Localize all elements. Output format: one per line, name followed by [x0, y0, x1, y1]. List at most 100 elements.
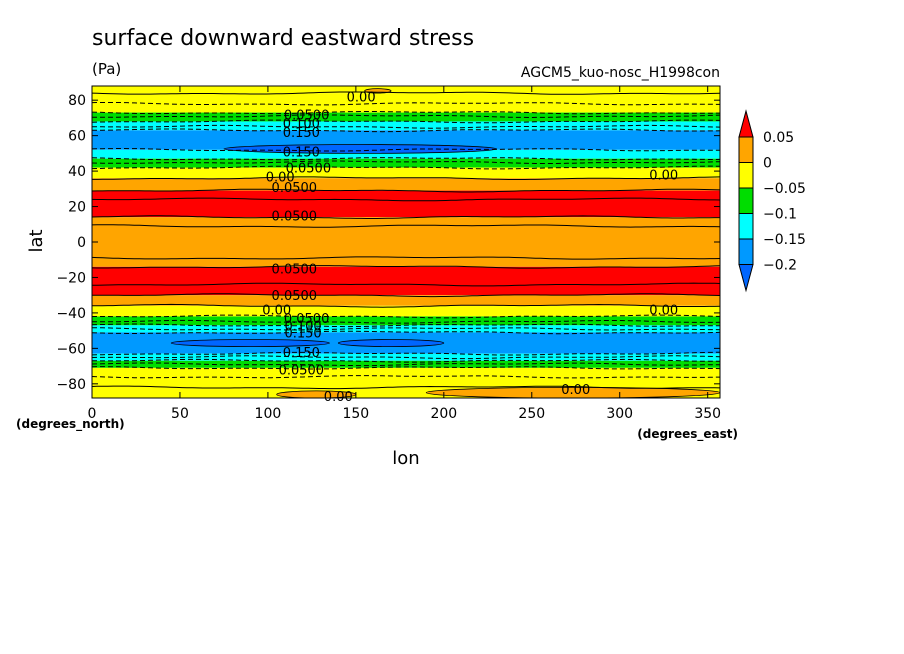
contour-solid-10 — [92, 303, 721, 308]
contour-dashed-3 — [91, 119, 721, 124]
colorbar-segment-0 — [738, 136, 754, 163]
band-3 — [92, 121, 720, 131]
band-15 — [92, 325, 720, 333]
contour-solid-11 — [91, 385, 721, 390]
contour-solid-2 — [91, 188, 721, 193]
contour-dashed-11 — [92, 319, 721, 324]
colorbar: 0.05 0 −0.05 −0.1 −0.15 −0.2 — [738, 109, 806, 293]
contour-dashed-5 — [92, 128, 721, 133]
contour-solid-8 — [91, 282, 721, 287]
band-2 — [92, 112, 720, 122]
x-tick-label-2: 100 — [255, 406, 282, 422]
x-tick-label-3: 150 — [342, 406, 369, 422]
contour-label-7: 0.0500 — [272, 181, 318, 196]
contour-label-9: 0.00 — [649, 169, 678, 184]
contour-solid-7 — [91, 265, 721, 269]
colorbar-label-3: −0.1 — [763, 207, 797, 223]
y-tick-label-5: −20 — [56, 270, 86, 286]
band-0 — [92, 86, 720, 94]
contour-dashed-15 — [91, 351, 720, 356]
contour-label-14: 0.100 — [284, 319, 321, 334]
x-tick-label-7: 350 — [694, 406, 721, 422]
y-tick-label-8: −80 — [56, 377, 86, 393]
contour-dashed-10 — [92, 314, 721, 319]
y-tick-label-0: 80 — [68, 93, 86, 109]
contour-label-13: 0.0500 — [284, 312, 330, 327]
contour-label-17: 0.0500 — [279, 364, 325, 379]
colorbar-label-1: 0 — [763, 156, 772, 172]
contour-label-12: 0.00 — [262, 303, 291, 318]
band-7 — [92, 167, 720, 179]
contour-dashed-9 — [91, 165, 720, 170]
colorbar-label-2: −0.05 — [763, 181, 806, 197]
patch-4 — [170, 339, 330, 347]
contour-label-8: 0.0500 — [272, 209, 318, 224]
contour-dashed-19 — [91, 366, 721, 370]
colorbar-top-arrow — [738, 109, 754, 138]
contour-solid-5 — [91, 224, 721, 228]
contour-dashed-12 — [91, 323, 720, 328]
contour-labels: 0.000.05000.1000.1500.1500.05000.000.050… — [262, 91, 678, 406]
contour-label-3: 0.150 — [283, 126, 320, 141]
contour-label-10: 0.0500 — [272, 263, 318, 278]
colorbar-segment-3 — [738, 213, 754, 240]
chart-title: surface downward eastward stress — [92, 26, 474, 51]
contour-dashed-1 — [91, 111, 721, 115]
patch-5 — [337, 339, 445, 347]
x-tick-label-1: 50 — [171, 406, 189, 422]
contour-dashed-0 — [91, 102, 721, 106]
band-12 — [92, 295, 720, 306]
contour-solid-6 — [91, 256, 721, 260]
contour-label-19: 0.00 — [561, 383, 590, 398]
band-11 — [92, 266, 720, 296]
contour-lines — [91, 91, 721, 390]
plot-area — [92, 86, 721, 399]
contour-dashed-18 — [91, 362, 720, 367]
colorbar-segment-1 — [738, 162, 754, 189]
contour-label-2: 0.100 — [283, 117, 320, 132]
contour-label-11: 0.0500 — [272, 289, 318, 304]
colorbar-label-5: −0.2 — [763, 258, 797, 274]
contour-label-16: 0.150 — [283, 346, 320, 361]
contour-dashed-16 — [91, 355, 721, 360]
y-tick-label-2: 40 — [68, 164, 86, 180]
x-units-label: (degrees_east) — [637, 427, 738, 442]
y-tick-label-6: −40 — [56, 306, 86, 322]
contour-dashed-17 — [92, 358, 720, 363]
y-tick-label-1: 60 — [68, 129, 86, 145]
contour-label-1: 0.0500 — [284, 108, 330, 123]
contour-dashed-14 — [91, 330, 721, 335]
x-tick-label-0: 0 — [88, 406, 97, 422]
contour-solid-4 — [91, 215, 720, 219]
contour-dashed-7 — [91, 157, 721, 161]
band-6 — [92, 158, 720, 168]
contour-solid-9 — [92, 293, 721, 298]
band-4 — [92, 130, 720, 150]
contour-dashed-4 — [92, 124, 721, 129]
band-9 — [92, 190, 720, 218]
contour-dashed-8 — [91, 160, 721, 164]
y-tick-label-7: −60 — [56, 341, 86, 357]
units-label: (Pa) — [92, 60, 121, 78]
y-units-label: (degrees_north) — [16, 417, 125, 432]
band-14 — [92, 316, 720, 326]
band-13 — [92, 305, 720, 317]
contour-label-5: 0.0500 — [286, 162, 332, 177]
band-8 — [92, 178, 720, 191]
contour-label-18: 0.00 — [649, 303, 678, 318]
x-axis: 0 50 100 150 200 250 300 350 — [88, 86, 721, 422]
colorbar-segment-4 — [738, 238, 754, 265]
x-axis-label: lon — [392, 448, 419, 469]
band-5 — [92, 149, 720, 159]
run-label: AGCM5_kuo-nosc_H1998con — [521, 65, 720, 81]
contour-solid-3 — [91, 197, 721, 202]
y-axis: 80 60 40 20 0 −20 −40 −60 −80 — [56, 93, 720, 393]
x-tick-label-5: 250 — [518, 406, 545, 422]
contour-label-4: 0.150 — [283, 146, 320, 161]
y-tick-label-4: 0 — [77, 235, 86, 251]
band-10 — [92, 217, 720, 267]
colorbar-segment-2 — [738, 187, 754, 214]
contour-solid-0 — [91, 91, 721, 95]
colorbar-label-4: −0.15 — [763, 232, 806, 248]
